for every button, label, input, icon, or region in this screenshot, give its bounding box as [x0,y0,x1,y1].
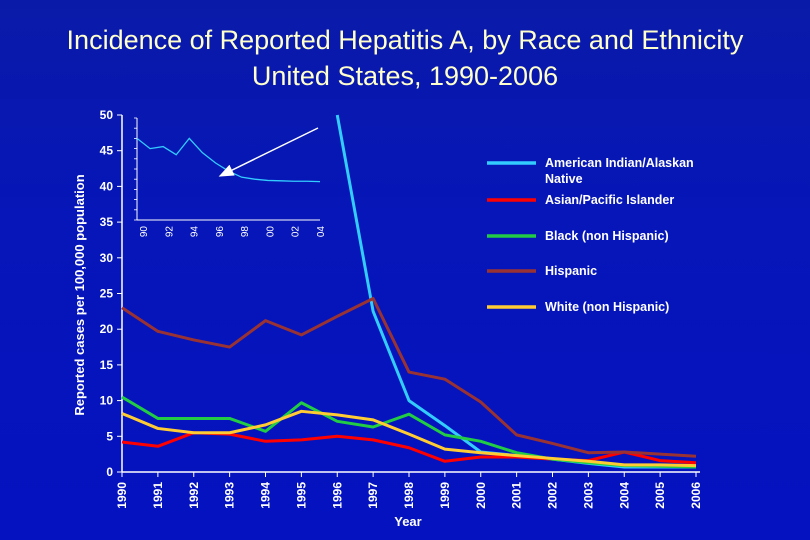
y-tick-label: 10 [100,394,114,408]
y-tick-label: 30 [100,251,114,265]
x-tick-label: 2005 [653,482,667,509]
x-tick-label: 2002 [546,482,560,509]
x-axis-label: Year [394,514,421,529]
chart-axes: 0 5 10 15 20 25 30 35 40 45 50 1990 1991 1992 1993 1994… [100,108,703,509]
y-tick-label: 25 [100,287,114,301]
x-tick-label: 1991 [151,482,165,509]
series-line-4 [121,409,697,468]
inset-x-tick-label: 92 [164,226,175,238]
x-tick-label: 1995 [294,482,308,509]
legend-label-1: Asian/Pacific Islander [545,193,674,207]
y-tick-label: 5 [106,429,113,443]
legend-label-3: Hispanic [545,264,597,278]
x-tick-label: 2006 [689,482,703,509]
x-tick-label: 1992 [187,482,201,509]
inset-x-tick-label: 96 [215,226,226,238]
x-tick-label: 1997 [366,482,380,509]
chart-title-line-1: Incidence of Reported Hepatitis A, by Ra… [66,25,744,55]
chart-title-line-2: United States, 1990-2006 [251,61,559,91]
y-tick-label: 35 [100,215,114,229]
x-tick-label: 1990 [115,482,129,509]
y-tick-label: 40 [100,179,114,193]
chart-legend: American Indian/Alaskan Native Asian/Pacif… [487,156,694,314]
x-tick-label: 2000 [474,482,488,509]
x-tick-label: 1993 [223,482,237,509]
x-tick-label: 1994 [259,482,273,509]
inset-x-tick-label: 04 [316,226,327,238]
x-tick-label: 2003 [581,482,595,509]
inset-series-line [136,137,321,183]
inset-arrow [218,127,319,177]
chart-series [121,114,697,469]
x-tick-label: 1998 [402,482,416,509]
y-tick-label: 15 [100,358,114,372]
y-axis-label: Reported cases per 100,000 population [72,174,87,415]
legend-label-0: American Indian/Alaskan Native [545,156,694,186]
inset-chart: 90 92 94 96 98 00 02 04 [134,117,327,238]
legend-label-2: Black (non Hispanic) [545,229,669,243]
x-tick-label: 1996 [330,482,344,509]
x-tick-label: 2001 [510,482,524,509]
y-tick-label: 0 [106,465,113,479]
y-tick-label: 20 [100,322,114,336]
legend-label-4: White (non Hispanic) [545,300,669,314]
y-tick-label: 45 [100,144,114,158]
x-tick-label: 1999 [438,482,452,509]
inset-x-tick-label: 00 [265,226,276,238]
inset-x-tick-label: 98 [240,226,251,238]
chart-title: Incidence of Reported Hepatitis A, by Ra… [0,22,810,94]
inset-x-tick-label: 90 [139,226,150,238]
x-tick-label: 2004 [617,482,631,509]
series-line-3 [121,296,697,458]
y-tick-label: 50 [100,108,114,122]
inset-x-tick-label: 02 [291,226,302,238]
series-line-1 [121,431,697,465]
inset-x-tick-label: 94 [190,226,201,238]
